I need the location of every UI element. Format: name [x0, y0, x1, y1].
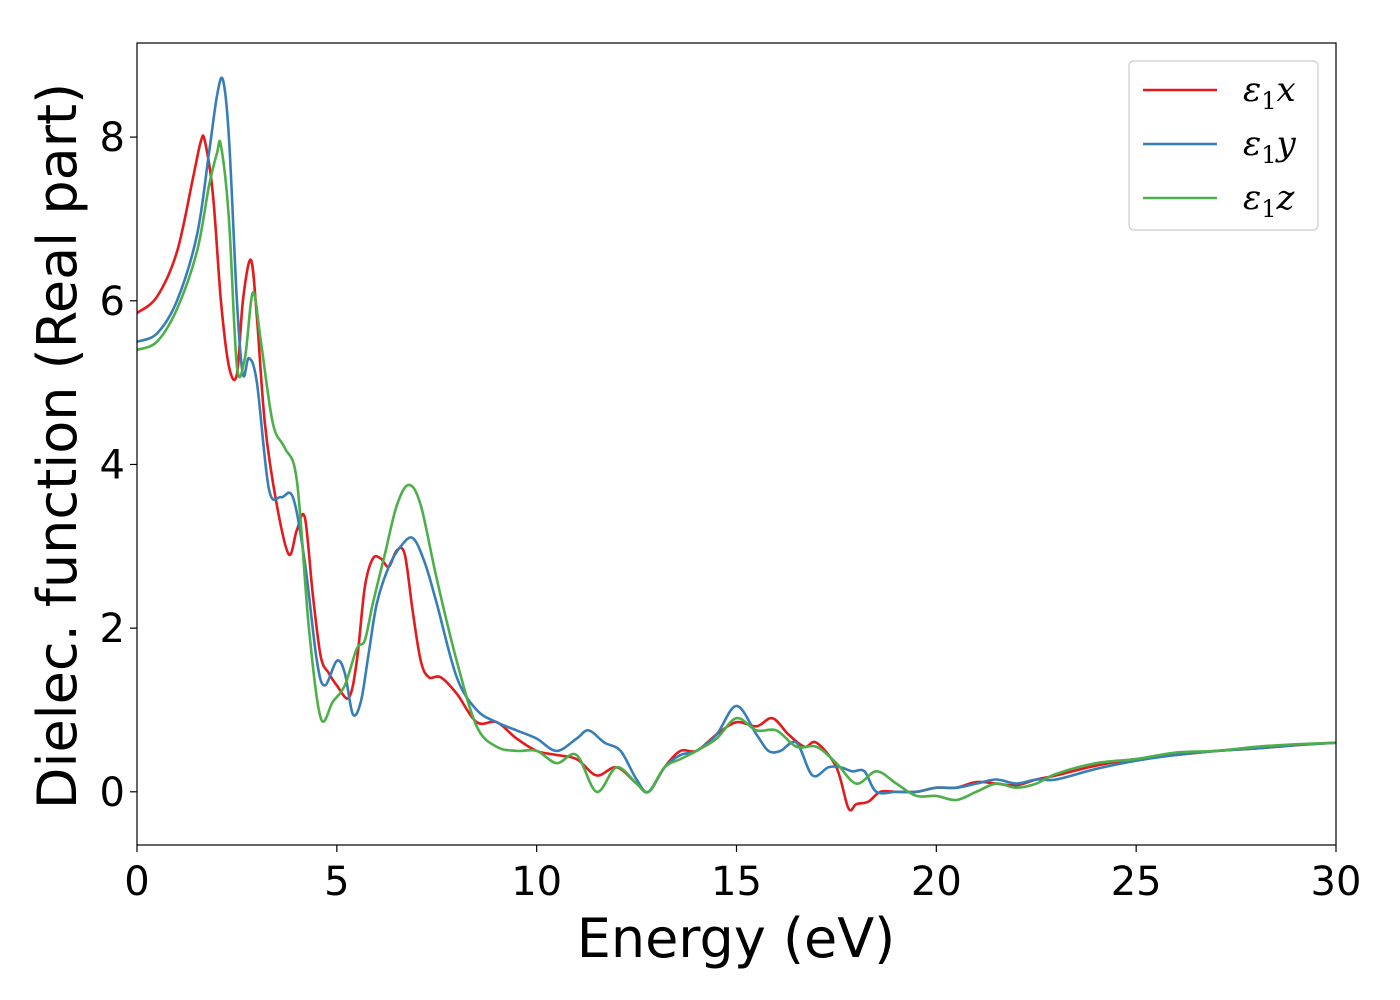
y-tick-label: 8 — [100, 115, 125, 161]
x-axis: 0 5 10 15 20 25 30 — [124, 845, 1361, 905]
series-layer — [137, 76, 1336, 812]
y-tick-label: 4 — [100, 442, 125, 488]
legend-label-x: ε1x — [1243, 70, 1296, 115]
legend-component: y — [1275, 124, 1297, 164]
x-tick-label: 30 — [1311, 859, 1362, 905]
x-tick-label: 15 — [711, 859, 762, 905]
legend-label-z: ε1z — [1243, 178, 1296, 223]
x-axis-label: Energy (eV) — [577, 907, 896, 970]
x-tick-label: 20 — [911, 859, 962, 905]
legend-subscript: 1 — [1261, 141, 1276, 169]
legend-symbol: ε — [1243, 70, 1261, 110]
legend-box — [1128, 60, 1319, 231]
legend-symbol: ε — [1243, 178, 1261, 218]
series-line-z — [137, 139, 1336, 802]
legend-component: z — [1276, 178, 1296, 218]
y-tick-label: 2 — [100, 606, 125, 652]
legend-subscript: 1 — [1261, 195, 1276, 223]
series-line-y — [137, 76, 1336, 795]
y-axis-label: Dielec. function (Real part) — [26, 83, 89, 809]
y-axis: 0 2 4 6 8 — [100, 115, 137, 816]
x-tick-label: 25 — [1111, 859, 1162, 905]
y-tick-label: 0 — [100, 770, 125, 816]
legend-symbol: ε — [1243, 124, 1261, 164]
legend-label-y: ε1y — [1243, 124, 1297, 169]
legend-subscript: 1 — [1261, 87, 1276, 115]
x-tick-label: 10 — [511, 859, 562, 905]
y-tick-label: 6 — [100, 279, 125, 325]
legend-component: x — [1277, 70, 1296, 110]
x-tick-label: 5 — [324, 859, 349, 905]
x-tick-label: 0 — [124, 859, 149, 905]
